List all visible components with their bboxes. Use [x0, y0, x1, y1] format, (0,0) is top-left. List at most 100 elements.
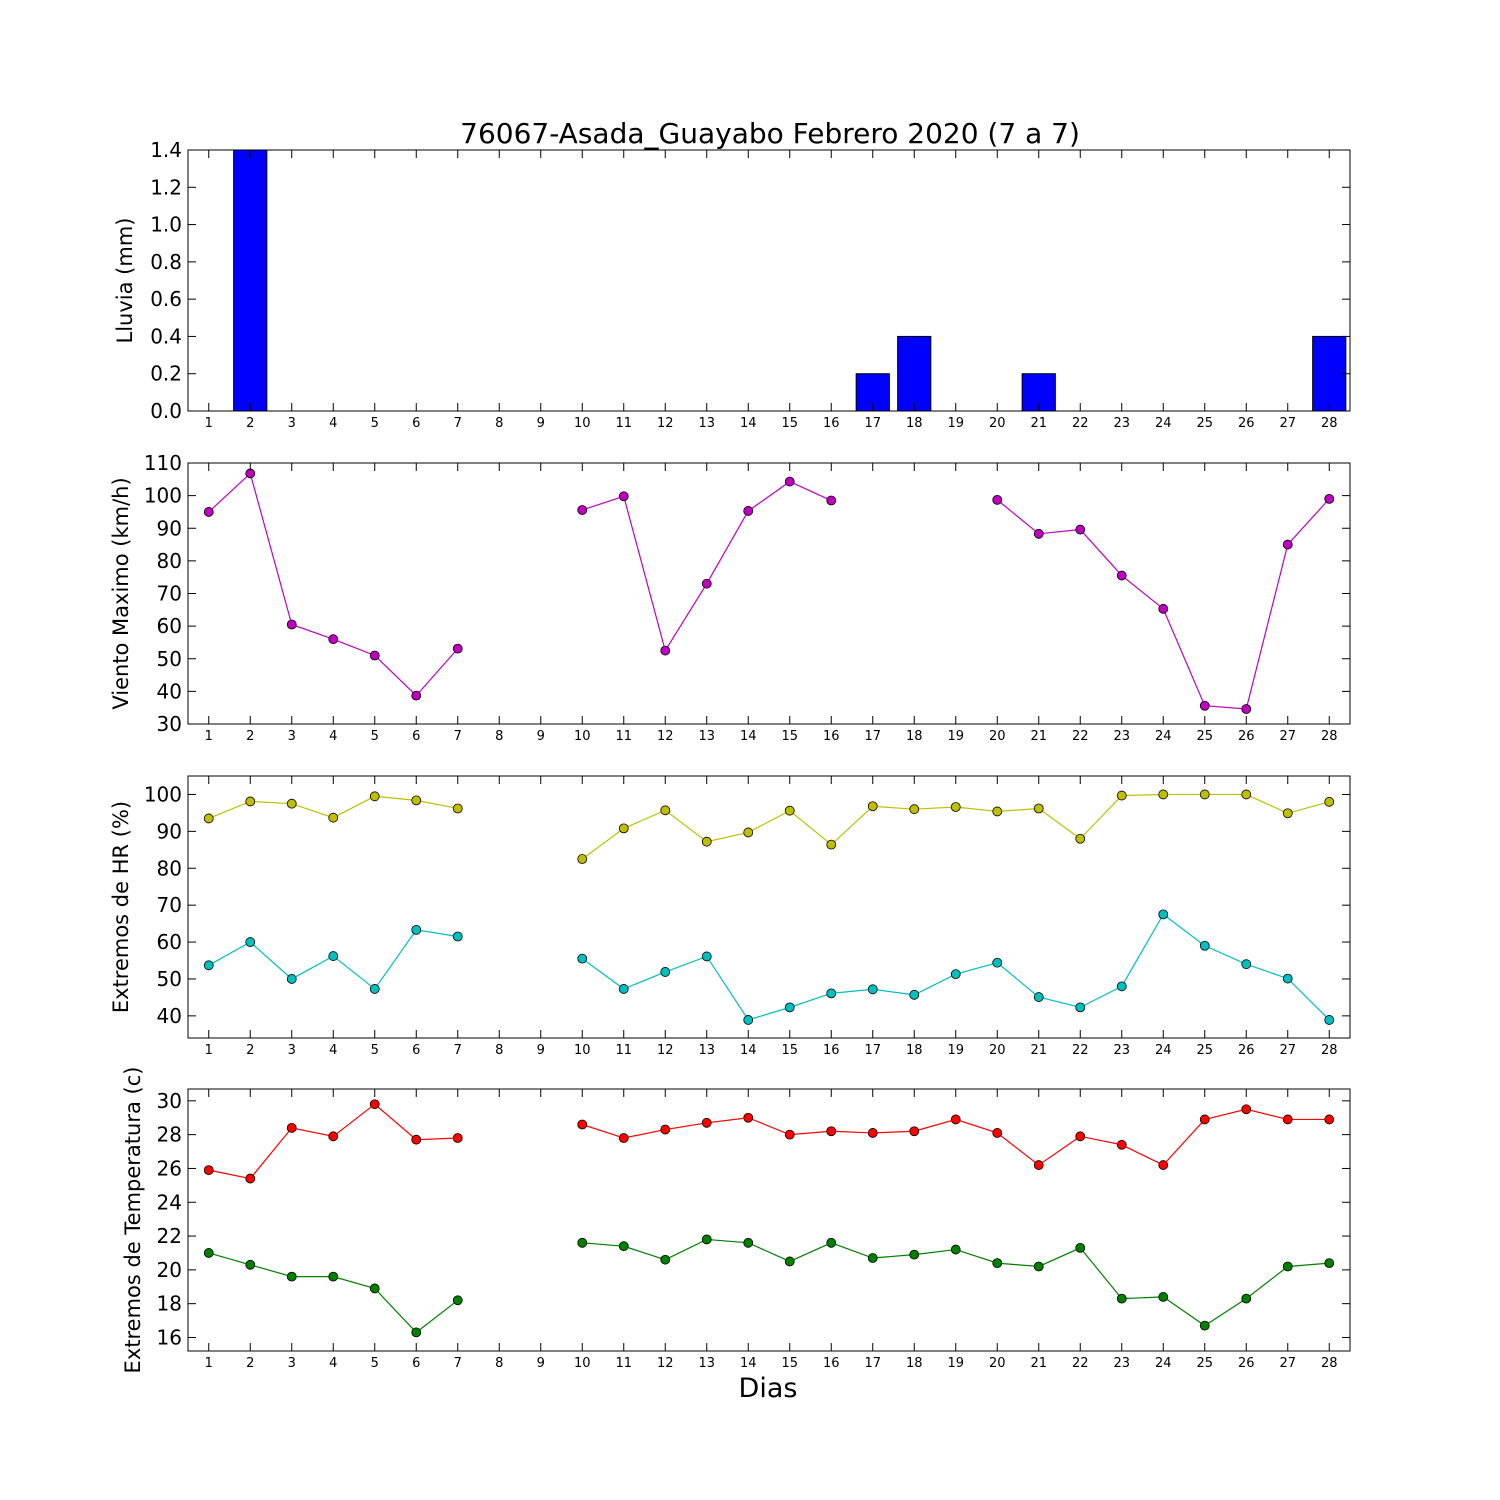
series-1-point-day-11 [618, 823, 629, 834]
series-1-point-day-17 [867, 801, 878, 812]
series-2-point-day-2 [245, 937, 256, 947]
x-tick-label: 7 [454, 729, 462, 744]
x-tick-label: 13 [698, 416, 715, 431]
x-tick-label: 21 [1030, 416, 1047, 431]
x-tick-label: 21 [1030, 729, 1047, 744]
x-tick-label: 20 [989, 729, 1006, 744]
x-tick-label: 11 [615, 1356, 632, 1371]
series-1-point-day-23 [1116, 570, 1127, 581]
y-tick-label: 26 [157, 1156, 182, 1180]
x-tick-label: 27 [1279, 1356, 1296, 1371]
x-tick-label: 17 [864, 1043, 881, 1058]
y-axis-label: Extremos de HR (%) [109, 801, 133, 1013]
series-2-point-day-16 [826, 1237, 837, 1248]
x-tick-label: 6 [412, 729, 420, 744]
series-2-point-day-22 [1075, 1242, 1086, 1253]
series-1-point-day-6 [411, 795, 422, 806]
series-2-point-day-5 [369, 1283, 380, 1294]
series-1-point-day-13 [701, 836, 712, 847]
series-1-point-day-28 [1324, 1114, 1335, 1125]
bar-day-2 [233, 149, 268, 412]
series-1-point-day-17 [867, 1128, 878, 1138]
series-2-point-day-24 [1158, 909, 1169, 920]
x-tick-label: 10 [574, 416, 591, 431]
series-1-point-day-13 [701, 1117, 712, 1128]
y-tick-label: 60 [157, 930, 182, 954]
x-tick-label: 8 [495, 416, 503, 431]
series-2-point-day-26 [1241, 959, 1252, 970]
x-tick-label: 14 [740, 416, 757, 431]
series-1-point-day-18 [909, 1126, 920, 1137]
series-1-point-day-3 [286, 619, 297, 630]
series-2-point-day-26 [1241, 1293, 1252, 1304]
series-1-point-day-22 [1075, 524, 1086, 535]
x-tick-label: 18 [906, 1043, 923, 1058]
series-1-point-day-23 [1116, 790, 1127, 801]
series-2-point-day-10 [577, 953, 588, 964]
series-2-point-day-28 [1324, 1015, 1335, 1025]
series-1-point-day-20 [992, 806, 1003, 817]
series-2-point-day-12 [660, 967, 671, 977]
x-tick-label: 5 [371, 1356, 379, 1371]
x-tick-label: 28 [1321, 416, 1338, 431]
series-2-point-day-11 [618, 1241, 629, 1252]
x-tick-label: 16 [823, 1043, 840, 1058]
x-tick-label: 4 [329, 729, 337, 744]
x-tick-label: 16 [823, 1356, 840, 1371]
x-tick-label: 27 [1279, 729, 1296, 744]
x-tick-label: 21 [1030, 1356, 1047, 1371]
series-1-point-day-18 [909, 804, 920, 815]
x-tick-label: 10 [574, 1356, 591, 1371]
y-tick-label: 30 [157, 1089, 182, 1113]
x-tick-label: 15 [781, 729, 798, 744]
series-1-point-day-3 [286, 1122, 297, 1133]
bar-day-28 [1312, 335, 1347, 412]
y-tick-label: 50 [157, 647, 182, 671]
x-tick-label: 25 [1196, 1043, 1213, 1058]
series-1-point-day-12 [660, 1124, 671, 1135]
x-tick-label: 9 [537, 729, 545, 744]
series-1-point-day-24 [1158, 603, 1169, 614]
plot-frame [187, 462, 1351, 725]
series-1-point-day-27 [1282, 1114, 1293, 1125]
x-tick-label: 19 [947, 729, 964, 744]
series-2-point-day-18 [909, 1249, 920, 1260]
x-tick-label: 21 [1030, 1043, 1047, 1058]
series-1-point-day-22 [1075, 833, 1086, 844]
x-tick-label: 12 [657, 1356, 674, 1371]
y-tick-label: 30 [157, 712, 182, 736]
x-tick-label: 28 [1321, 729, 1338, 744]
x-tick-label: 22 [1072, 416, 1089, 431]
series-2-point-day-17 [867, 984, 878, 995]
x-tick-label: 24 [1155, 1043, 1172, 1058]
x-tick-label: 14 [740, 1356, 757, 1371]
x-tick-label: 17 [864, 729, 881, 744]
x-tick-label: 25 [1196, 416, 1213, 431]
series-1-point-day-16 [826, 1126, 837, 1137]
series-2-point-day-25 [1199, 940, 1210, 951]
series-1-point-day-10 [577, 505, 588, 515]
series-1-point-day-22 [1075, 1131, 1086, 1142]
x-tick-label: 7 [454, 1356, 462, 1371]
y-tick-label: 40 [157, 1004, 182, 1028]
series-2-point-day-1 [203, 960, 214, 971]
x-tick-label: 25 [1196, 729, 1213, 744]
y-tick-label: 28 [157, 1123, 182, 1147]
series-2-point-day-5 [369, 984, 380, 994]
series-2-point-day-21 [1033, 1261, 1044, 1272]
panel-1: 0.00.20.40.60.81.01.21.41 2 3 4 5 6 7 8 9 10 11 12 1… [113, 138, 1351, 431]
series-2-point-day-7 [452, 1295, 463, 1306]
x-tick-label: 17 [864, 1356, 881, 1371]
series-1-point-day-11 [618, 491, 629, 502]
x-tick-label: 10 [574, 729, 591, 744]
series-1-point-day-12 [660, 805, 671, 816]
series-2-point-day-24 [1158, 1292, 1169, 1302]
x-tick-label: 12 [657, 416, 674, 431]
x-tick-label: 13 [698, 729, 715, 744]
y-tick-label: 80 [157, 549, 182, 573]
series-1-point-day-7 [452, 643, 463, 654]
x-tick-label: 14 [740, 729, 757, 744]
x-tick-label: 15 [781, 416, 798, 431]
